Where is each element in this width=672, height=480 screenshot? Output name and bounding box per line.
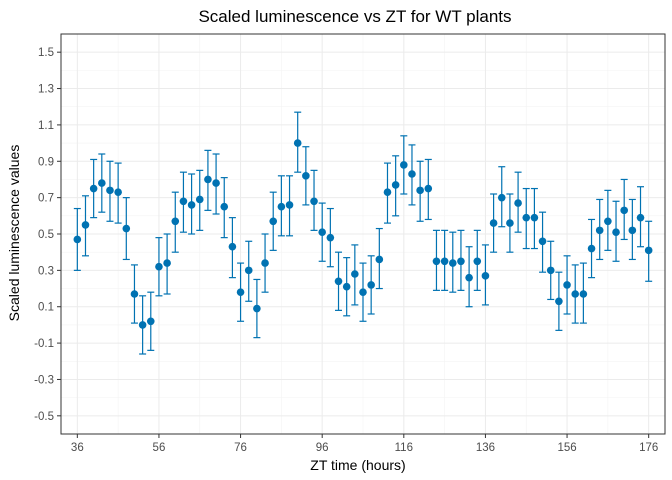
y-axis-ticks: -0.5 -0.3 -0.1 0.1 0.3 0.5 0.7 0.9 1.1 1.3 1.5 <box>34 47 61 423</box>
x-tick-label: 56 <box>153 442 166 454</box>
data-point <box>424 184 433 193</box>
data-point <box>416 186 424 195</box>
data-point <box>163 259 171 267</box>
data-point <box>89 184 98 193</box>
data-point <box>318 228 326 236</box>
data-point <box>261 259 269 267</box>
data-point <box>187 201 196 209</box>
data-point <box>604 217 612 226</box>
y-tick-label: -0.3 <box>34 374 54 386</box>
y-tick-label: 0.1 <box>38 302 54 314</box>
data-point <box>179 197 188 206</box>
data-points <box>73 139 653 329</box>
x-tick-label: 96 <box>316 442 329 454</box>
data-point <box>644 246 653 255</box>
data-point <box>277 202 286 211</box>
x-tick-label: 156 <box>557 442 576 454</box>
data-point <box>342 282 351 291</box>
data-point <box>195 195 204 204</box>
data-point <box>538 237 547 246</box>
data-point <box>334 277 343 286</box>
data-point <box>310 197 318 206</box>
data-point <box>122 224 131 233</box>
data-point <box>114 188 122 196</box>
data-point <box>204 175 212 184</box>
data-point <box>489 219 498 227</box>
x-axis-ticks: 36 56 76 96 116 136 156 176 <box>71 434 658 454</box>
y-tick-label: 1.5 <box>38 47 54 59</box>
y-tick-label: -0.5 <box>34 411 54 423</box>
data-point <box>408 170 416 178</box>
data-point <box>636 213 645 222</box>
data-point <box>326 233 335 242</box>
data-point <box>98 179 106 187</box>
data-point <box>465 273 473 282</box>
data-point <box>400 161 408 169</box>
data-point <box>497 193 506 202</box>
y-tick-label: 0.7 <box>38 193 54 205</box>
data-point <box>285 201 294 209</box>
data-point <box>546 266 555 275</box>
data-point <box>563 281 571 289</box>
data-point <box>383 188 392 196</box>
data-point <box>293 139 302 147</box>
data-point <box>81 221 90 229</box>
data-point <box>514 199 522 207</box>
data-point <box>302 172 310 180</box>
y-tick-label: 0.5 <box>38 229 54 241</box>
data-point <box>351 270 359 278</box>
y-tick-label: 0.3 <box>38 265 54 277</box>
data-point <box>595 226 604 235</box>
chart-title: Scaled luminescence vs ZT for WT plants <box>198 7 511 26</box>
data-point <box>146 317 155 326</box>
data-point <box>244 266 253 275</box>
y-axis-label: Scaled luminescence values <box>6 145 22 322</box>
x-tick-label: 116 <box>395 442 413 454</box>
data-point <box>481 272 490 280</box>
data-point <box>579 290 588 298</box>
data-point <box>106 186 114 195</box>
x-tick-label: 36 <box>71 442 84 454</box>
data-point <box>220 202 229 211</box>
data-point <box>269 217 278 226</box>
data-point <box>530 213 539 222</box>
data-point <box>440 257 449 266</box>
data-point <box>571 290 580 298</box>
data-point <box>506 219 514 227</box>
y-tick-label: 1.1 <box>38 120 54 132</box>
data-point <box>612 228 620 236</box>
data-point <box>236 288 245 296</box>
data-point <box>130 290 139 298</box>
data-point <box>620 206 628 215</box>
data-point <box>171 217 180 226</box>
data-point <box>367 281 375 289</box>
grid <box>61 34 665 434</box>
y-tick-label: -0.1 <box>34 338 54 350</box>
data-point <box>587 244 596 253</box>
data-point <box>448 259 457 267</box>
data-point <box>457 257 465 266</box>
y-tick-label: 1.3 <box>38 84 54 96</box>
data-point <box>522 213 531 222</box>
data-point <box>391 181 400 189</box>
data-point <box>228 242 237 251</box>
data-point <box>138 321 147 329</box>
x-tick-label: 136 <box>476 442 495 454</box>
data-point <box>155 262 163 271</box>
data-point <box>555 297 563 306</box>
data-point <box>212 179 220 187</box>
x-tick-label: 176 <box>639 442 658 454</box>
x-axis-label: ZT time (hours) <box>310 457 405 473</box>
data-point <box>473 257 482 266</box>
x-tick-label: 76 <box>234 442 247 454</box>
data-point <box>628 226 637 235</box>
data-point <box>359 288 367 296</box>
data-point <box>73 235 82 244</box>
y-tick-label: 0.9 <box>38 156 54 168</box>
data-point <box>253 304 261 313</box>
data-point <box>432 257 441 266</box>
data-point <box>375 255 384 264</box>
